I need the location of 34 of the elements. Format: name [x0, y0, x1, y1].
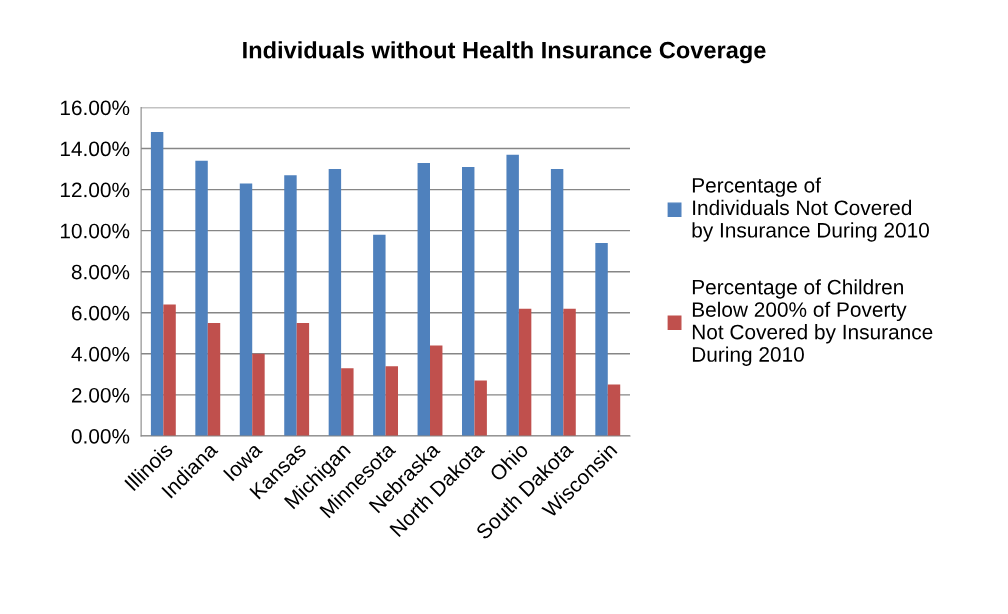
- legend-label: Percentage of Children Below 200% of Poverty Not Covered by Insurance During 2010: [692, 279, 933, 366]
- bar: [385, 366, 398, 436]
- chart-title: Individuals without Health Insurance Coverage: [243, 41, 766, 64]
- bar: [207, 323, 221, 436]
- bar: [417, 162, 430, 436]
- bar: [296, 323, 310, 436]
- bar: [373, 234, 386, 436]
- bar: [163, 304, 176, 436]
- y-tick-label: 14.00%: [60, 141, 130, 157]
- bar: [518, 308, 532, 436]
- bar: [595, 242, 608, 436]
- bar: [550, 169, 564, 436]
- bar: [474, 380, 487, 436]
- bar: [462, 166, 475, 436]
- y-tick-label: 16.00%: [60, 100, 130, 116]
- bar: [341, 368, 354, 436]
- bar: [284, 175, 297, 436]
- bar: [607, 384, 621, 436]
- y-tick-label: 4.00%: [71, 346, 130, 362]
- y-tick-label: 6.00%: [72, 305, 130, 321]
- y-tick-label: 12.00%: [60, 182, 130, 198]
- bar: [430, 345, 443, 436]
- legend-label: Percentage of Individuals Not Covered by Insurance During 2010: [692, 177, 929, 242]
- y-tick-label: 2.00%: [71, 387, 130, 403]
- y-tick-label: 10.00%: [60, 223, 130, 239]
- y-tick-label: 0.00%: [71, 428, 130, 444]
- bar: [563, 308, 576, 436]
- bar: [150, 132, 164, 436]
- y-tick-label: 8.00%: [71, 264, 130, 280]
- bar: [195, 160, 208, 436]
- bar: [239, 183, 253, 436]
- bar: [328, 169, 342, 436]
- bar: [252, 353, 265, 436]
- bar: [506, 154, 519, 436]
